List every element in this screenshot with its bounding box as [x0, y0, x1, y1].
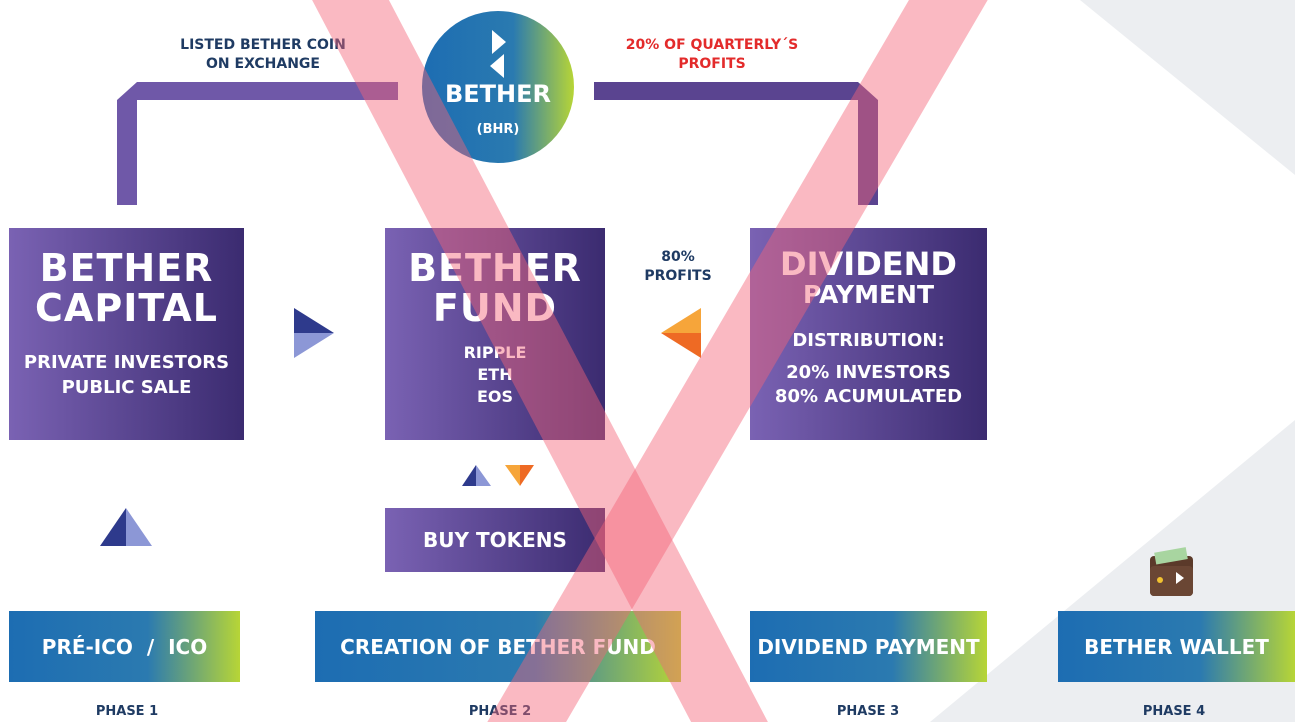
- text: PUBLIC SALE: [61, 377, 192, 398]
- text: DIVIDEND: [780, 245, 957, 283]
- phase-caption: PHASE 4: [1142, 704, 1206, 719]
- top-left-label: LISTED BETHER COIN ON EXCHANGE: [163, 36, 363, 74]
- coin-ticker: (BHR): [476, 122, 520, 137]
- text: EOS: [476, 387, 514, 406]
- text: 20% OF QUARTERLY´S: [625, 37, 799, 53]
- phase-caption: PHASE 2: [468, 704, 532, 719]
- phase-bar: PRÉ-ICO / ICO: [9, 611, 240, 682]
- phase-bar: CREATION OF BETHER FUND: [315, 611, 681, 682]
- text: ON EXCHANGE: [206, 56, 320, 72]
- phase-caption: PHASE 1: [95, 704, 159, 719]
- dividend-box: DIVIDEND PAYMENT DISTRIBUTION: 20% INVES…: [750, 228, 987, 440]
- fund-box: BETHER FUND RIPPLE ETH EOS: [385, 228, 605, 440]
- buy-tokens: BUY TOKENS: [385, 508, 605, 572]
- top-right-label: 20% OF QUARTERLY´S PROFITS: [612, 36, 812, 74]
- text: PRIVATE INVESTORS: [23, 352, 230, 373]
- text: PAYMENT: [802, 280, 935, 309]
- text: ETH: [477, 365, 513, 384]
- coin-name: BETHER: [444, 80, 552, 108]
- phase-caption: PHASE 3: [836, 704, 900, 719]
- profits-label: 80% PROFITS: [628, 248, 728, 286]
- text: 80%: [661, 249, 695, 265]
- text: DISTRIBUTION:: [792, 330, 945, 351]
- text: RIPPLE: [463, 343, 527, 362]
- text: CAPITAL: [35, 286, 218, 330]
- text: PROFITS: [644, 268, 712, 284]
- text: BETHER: [39, 246, 214, 290]
- capital-box: BETHER CAPITAL PRIVATE INVESTORS PUBLIC …: [9, 228, 244, 440]
- text: FUND: [432, 286, 558, 330]
- text: PROFITS: [678, 56, 746, 72]
- text: BETHER: [408, 246, 582, 290]
- text: LISTED BETHER COIN: [180, 37, 346, 53]
- phase-bar: BETHER WALLET: [1058, 611, 1295, 682]
- phase-bar: DIVIDEND PAYMENT: [750, 611, 987, 682]
- text: 20% INVESTORS: [786, 362, 951, 383]
- text: 80% ACUMULATED: [774, 386, 963, 407]
